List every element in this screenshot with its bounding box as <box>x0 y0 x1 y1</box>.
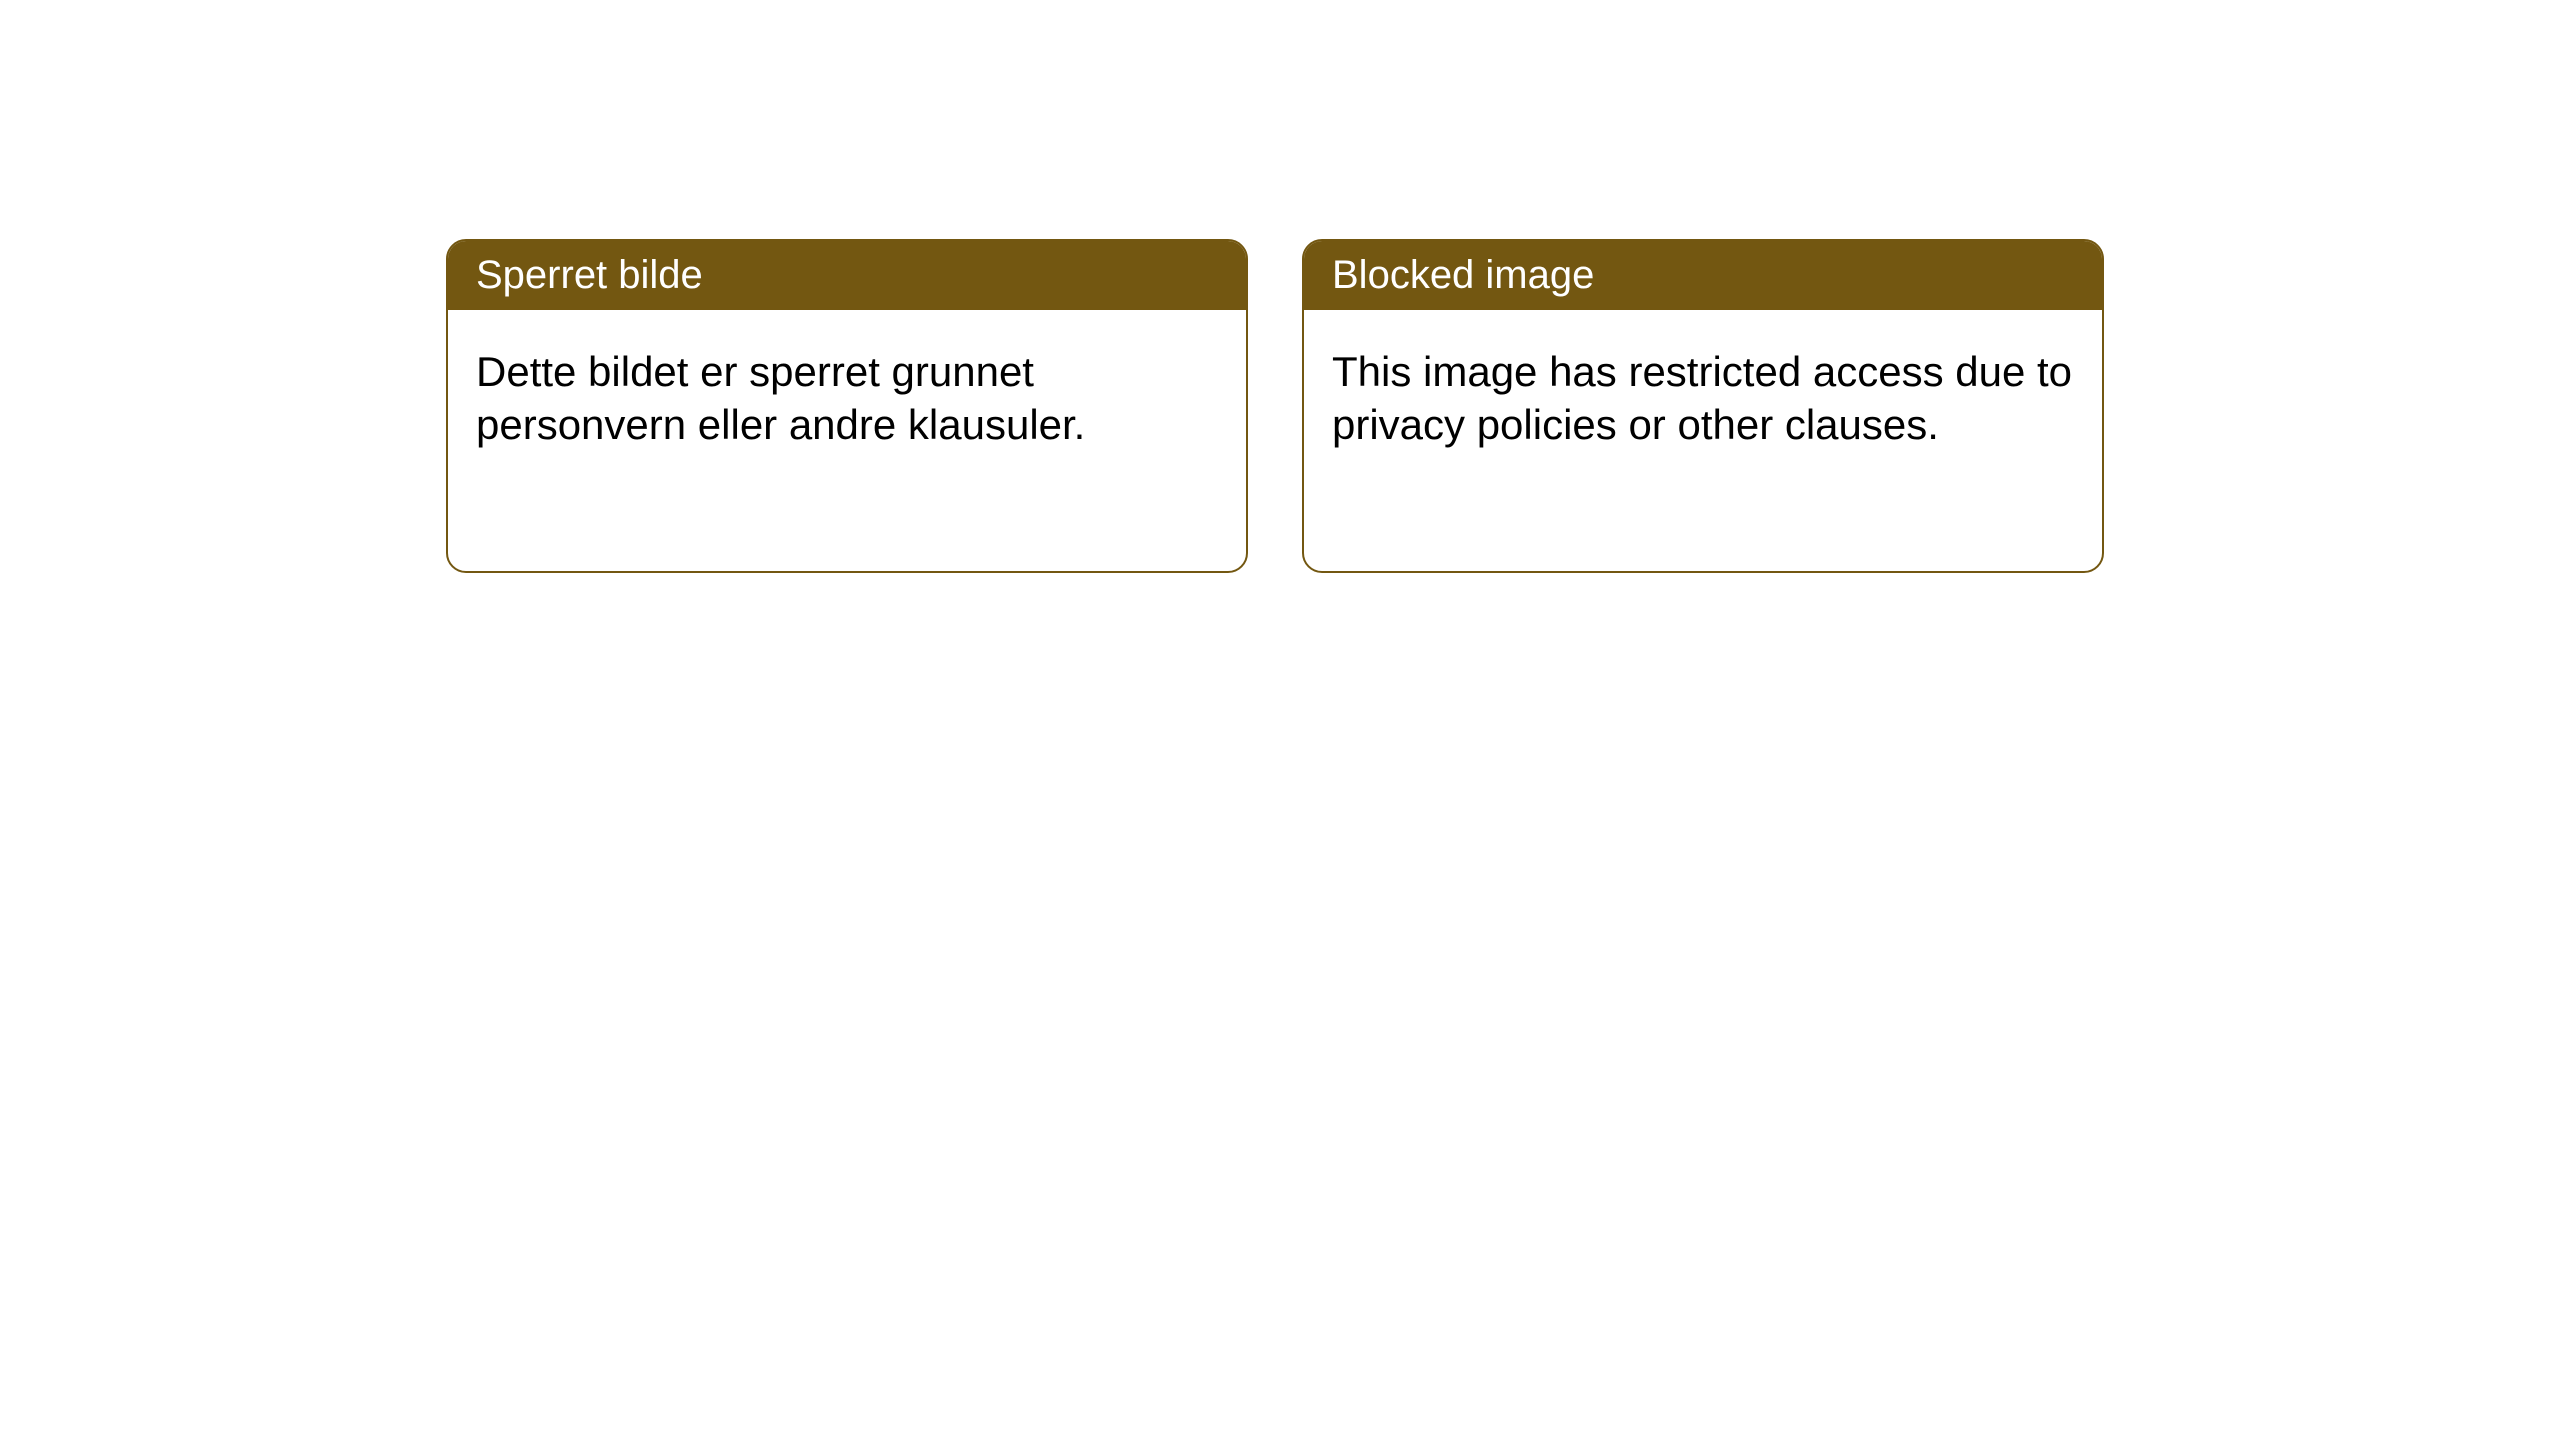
notice-header: Sperret bilde <box>448 241 1246 310</box>
notice-title: Blocked image <box>1332 253 1594 297</box>
notice-card-norwegian: Sperret bilde Dette bildet er sperret gr… <box>446 239 1248 573</box>
notice-body-text: This image has restricted access due to … <box>1332 348 2072 448</box>
notice-header: Blocked image <box>1304 241 2102 310</box>
notice-title: Sperret bilde <box>476 253 703 297</box>
notice-body-text: Dette bildet er sperret grunnet personve… <box>476 348 1085 448</box>
notice-container: Sperret bilde Dette bildet er sperret gr… <box>0 0 2560 573</box>
notice-body: This image has restricted access due to … <box>1304 310 2102 487</box>
notice-card-english: Blocked image This image has restricted … <box>1302 239 2104 573</box>
notice-body: Dette bildet er sperret grunnet personve… <box>448 310 1246 487</box>
